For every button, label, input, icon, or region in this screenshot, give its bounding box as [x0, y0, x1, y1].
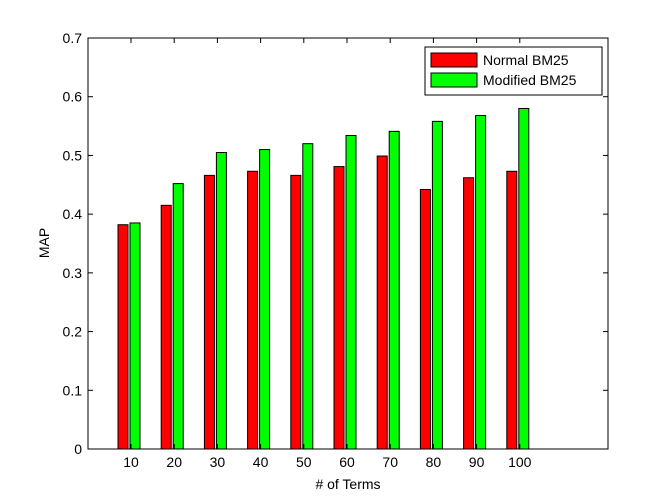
x-tick-label: 100: [508, 454, 532, 470]
legend-swatch: [430, 52, 478, 68]
y-tick-label: 0.6: [63, 89, 83, 105]
legend-label: Modified BM25: [483, 72, 577, 88]
bar-normal-bm25: [117, 224, 129, 450]
bar-modified-bm25: [259, 149, 271, 450]
bar-normal-bm25: [506, 170, 518, 450]
bar-modified-bm25: [302, 143, 314, 450]
y-tick-label: 0.7: [63, 30, 83, 46]
y-tick-label: 0.4: [63, 206, 83, 222]
bar-normal-bm25: [290, 174, 302, 450]
y-tick-label: 0.3: [63, 265, 83, 281]
x-tick-label: 90: [469, 454, 485, 470]
x-tick-label: 10: [123, 454, 139, 470]
x-axis-label: # of Terms: [315, 476, 380, 492]
bar-modified-bm25: [345, 134, 357, 450]
x-tick-label: 20: [166, 454, 182, 470]
axes-layer: 0 0.1 0.2 0.3 0.4 0.5 0.6 0.7 10 20 30 40 50 60 70 80 90…: [63, 30, 609, 470]
plot-frame: [87, 37, 609, 450]
y-axis-label: MAP: [36, 228, 52, 258]
y-tick-label: 0: [74, 441, 82, 457]
bar-normal-bm25: [376, 155, 388, 450]
x-tick-label: 70: [382, 454, 398, 470]
bar-modified-bm25: [475, 115, 487, 450]
legend-label: Normal BM25: [483, 52, 569, 68]
x-tick-label: 60: [339, 454, 355, 470]
y-tick-label: 0.1: [63, 382, 83, 398]
legend-swatch: [430, 72, 478, 88]
bar-modified-bm25: [215, 151, 227, 450]
bar-modified-bm25: [388, 130, 400, 450]
y-tick-label: 0.5: [63, 147, 83, 163]
x-tick-label: 80: [426, 454, 442, 470]
bar-normal-bm25: [203, 174, 215, 450]
bar-normal-bm25: [160, 204, 172, 450]
legend: Normal BM25 Modified BM25: [424, 46, 603, 96]
bar-modified-bm25: [431, 120, 443, 450]
y-tick-label: 0.2: [63, 324, 83, 340]
x-tick-label: 40: [253, 454, 269, 470]
bar-modified-bm25: [129, 222, 141, 450]
bar-normal-bm25: [419, 188, 431, 450]
bar-normal-bm25: [463, 177, 475, 450]
x-tick-label: 30: [210, 454, 226, 470]
bar-modified-bm25: [518, 107, 530, 450]
bar-normal-bm25: [333, 166, 345, 450]
bar-modified-bm25: [172, 183, 184, 450]
bar-normal-bm25: [247, 170, 259, 450]
x-tick-label: 50: [296, 454, 312, 470]
